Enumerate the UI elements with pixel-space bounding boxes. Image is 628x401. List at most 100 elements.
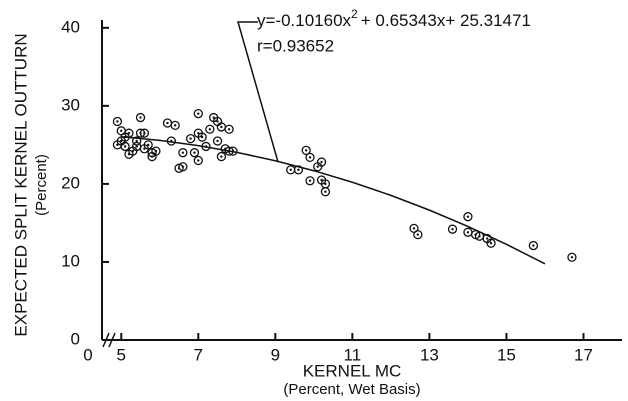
- data-point-dot: [166, 121, 169, 125]
- y-tick-label: 10: [61, 251, 80, 270]
- data-point-dot: [532, 244, 535, 247]
- data-point-dot: [304, 149, 308, 152]
- data-point: [135, 112, 146, 123]
- x-tick-label: 5: [117, 345, 126, 364]
- data-point-dot: [189, 137, 192, 140]
- data-point: [216, 151, 227, 162]
- x-tick-label: 17: [574, 345, 593, 364]
- data-point: [413, 229, 423, 240]
- data-point-dot: [173, 124, 177, 127]
- data-point: [193, 155, 203, 166]
- x-origin-label: 0: [83, 345, 92, 364]
- data-point-dot: [412, 227, 416, 230]
- data-point: [320, 187, 331, 197]
- data-point-dot: [227, 128, 231, 131]
- x-tick-label: 15: [497, 345, 516, 364]
- data-point-dot: [489, 242, 493, 245]
- data-point: [197, 132, 207, 142]
- data-point-dot: [181, 165, 185, 168]
- data-point-dot: [200, 135, 204, 139]
- data-point-dot: [316, 165, 319, 168]
- x-axis-sublabel: (Percent, Wet Basis): [283, 381, 420, 398]
- data-point: [112, 116, 123, 127]
- data-point-dot: [181, 151, 185, 154]
- y-tick-label: 30: [61, 95, 80, 114]
- data-point-dot: [308, 179, 312, 182]
- data-point: [447, 224, 458, 234]
- y-tick-label: 20: [61, 173, 80, 192]
- data-point: [305, 176, 315, 186]
- data-point-dot: [139, 116, 142, 119]
- data-point: [189, 148, 200, 158]
- x-tick-label: 9: [271, 345, 280, 364]
- data-point-dot: [135, 139, 138, 143]
- data-point-dot: [127, 131, 131, 135]
- data-point-dot: [570, 256, 574, 259]
- data-point-dot: [416, 233, 420, 236]
- data-point-dot: [197, 112, 200, 115]
- data-point-dot: [135, 145, 138, 148]
- data-point-dot: [123, 145, 127, 148]
- data-point-dot: [116, 120, 119, 123]
- data-point: [193, 109, 203, 119]
- data-point: [170, 120, 180, 131]
- data-point: [139, 144, 150, 154]
- equation-power: 2: [351, 7, 358, 21]
- fit-curve: [121, 136, 546, 265]
- data-point-dot: [216, 120, 219, 123]
- data-point-dot: [289, 168, 292, 172]
- data-point: [205, 124, 215, 134]
- data-point-dot: [308, 156, 312, 159]
- data-point: [301, 145, 311, 155]
- x-tick-label: 11: [344, 345, 362, 364]
- y-tick-label: 40: [61, 17, 80, 36]
- data-point-dot: [116, 143, 119, 147]
- x-tick-label: 13: [420, 345, 439, 364]
- data-point: [147, 151, 157, 162]
- data-point-dot: [466, 231, 470, 234]
- data-point: [528, 240, 539, 251]
- data-point-dot: [466, 215, 470, 218]
- data-point: [567, 252, 577, 262]
- data-point-dot: [324, 190, 327, 193]
- y-axis-label: EXPECTED SPLIT KERNEL OUTTURN: [11, 33, 30, 336]
- data-point-dot: [478, 234, 481, 238]
- data-point-dot: [297, 168, 300, 172]
- data-point-dot: [120, 129, 123, 133]
- data-point-dot: [216, 139, 219, 143]
- data-point-dot: [197, 159, 200, 162]
- data-point-dot: [150, 155, 154, 158]
- data-point: [178, 148, 188, 158]
- data-point-dot: [143, 131, 146, 135]
- data-point: [316, 157, 327, 167]
- r-value: r=0.93652: [257, 36, 334, 55]
- x-axis-label: KERNEL MC: [303, 361, 402, 380]
- data-point-dot: [220, 155, 223, 158]
- data-point: [224, 124, 234, 134]
- data-point: [132, 136, 142, 146]
- data-point-dot: [485, 237, 489, 240]
- data-point-dot: [220, 125, 223, 129]
- data-point-dot: [208, 128, 212, 131]
- data-point: [212, 136, 223, 146]
- data-point-dot: [451, 227, 454, 231]
- equation-part: + 0.65343x+ 25.31471: [361, 11, 531, 30]
- data-point: [486, 238, 496, 248]
- y-axis-sublabel: (Percent): [33, 154, 50, 216]
- data-point: [178, 162, 188, 172]
- data-point-dot: [320, 160, 323, 164]
- equation-part: y=-0.10160x: [257, 11, 352, 30]
- data-point-dot: [193, 151, 196, 154]
- data-point: [293, 165, 304, 175]
- data-point: [139, 128, 150, 138]
- equation: y=-0.10160x2 + 0.65343x+ 25.31471: [257, 7, 531, 30]
- data-point-dot: [324, 182, 327, 186]
- leader-line: [237, 21, 279, 163]
- data-point: [305, 152, 315, 163]
- data-point: [185, 133, 196, 144]
- axes: [101, 20, 622, 341]
- x-tick-label: 7: [194, 345, 203, 364]
- data-point-dot: [131, 149, 135, 153]
- y-tick-label: 0: [71, 329, 80, 348]
